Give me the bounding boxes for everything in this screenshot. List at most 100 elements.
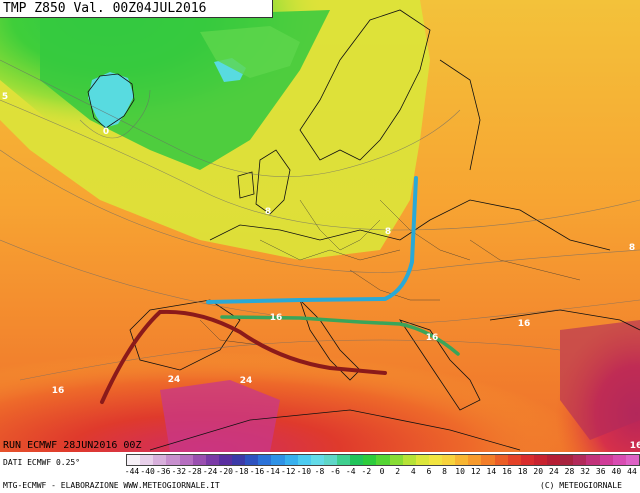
legend-swatch xyxy=(218,455,232,465)
contour-label-24-africa: 24 xyxy=(240,376,253,386)
legend-swatch xyxy=(586,455,600,465)
legend-swatch xyxy=(573,455,587,465)
legend-swatch xyxy=(350,455,364,465)
color-legend-bar xyxy=(126,454,640,466)
contour-label-0-iceland: 0 xyxy=(103,127,109,137)
legend-swatch xyxy=(284,455,298,465)
legend-label: -8 xyxy=(314,467,325,476)
legend-swatch xyxy=(415,455,429,465)
legend-swatch xyxy=(507,455,521,465)
green-front-line xyxy=(220,315,460,356)
borders xyxy=(199,199,581,346)
legend-label: 12 xyxy=(470,467,481,476)
temperature-map: 0 5 8 8 8 16 16 16 16 16 24 24 xyxy=(0,0,640,452)
legend-label: 10 xyxy=(455,467,465,476)
legend-label: -24 xyxy=(202,467,218,476)
legend-swatch xyxy=(547,455,561,465)
legend-swatch xyxy=(297,455,311,465)
legend-label: 16 xyxy=(502,467,512,476)
legend-label: -12 xyxy=(281,467,296,476)
light-green-blob xyxy=(200,26,300,78)
legend-swatch xyxy=(166,455,180,465)
legend-swatch xyxy=(337,455,351,465)
legend-swatch xyxy=(455,455,469,465)
legend-label: -10 xyxy=(296,467,312,476)
map-title: TMP Z850 Val. 00Z04JUL2016 xyxy=(3,1,207,16)
legend-label: -2 xyxy=(361,467,372,476)
legend-swatch xyxy=(560,455,574,465)
color-legend-labels: -44 -40 -36 -32 -28 -24 -20 -18 -16 -14 -12 -10 -8 -6… xyxy=(124,467,640,478)
legend-label: -28 xyxy=(187,467,202,476)
legend-swatch xyxy=(245,455,259,465)
legend-label: 2 xyxy=(395,467,401,476)
legend-label: 18 xyxy=(517,467,528,476)
legend-swatch xyxy=(533,455,547,465)
legend-swatch xyxy=(402,455,416,465)
legend-swatch xyxy=(140,455,154,465)
legend-swatch xyxy=(363,455,377,465)
legend-label: -16 xyxy=(249,467,265,476)
legend-swatch xyxy=(625,455,639,465)
legend-label: 44 xyxy=(627,467,637,476)
run-info: RUN ECMWF 28JUN2016 00Z xyxy=(3,440,142,451)
legend-label: 28 xyxy=(564,467,575,476)
legend-swatch xyxy=(179,455,193,465)
legend-label: -6 xyxy=(330,467,340,476)
title-box: TMP Z850 Val. 00Z04JUL2016 xyxy=(0,0,273,18)
legend-swatch xyxy=(599,455,613,465)
contour-labels: 0 5 8 8 8 16 16 16 16 16 24 24 xyxy=(2,92,640,451)
legend-label: 6 xyxy=(426,467,432,476)
contour-label-8-uk: 8 xyxy=(385,227,391,237)
legend-swatch xyxy=(205,455,219,465)
contour-label-16-balkans: 16 xyxy=(426,333,439,343)
legend-label: -44 xyxy=(124,467,140,476)
credits-right: (C) METEOGIORNALE xyxy=(540,481,622,490)
contour-label-5-atlantic: 5 xyxy=(2,92,8,102)
cyan-iceland xyxy=(88,72,134,128)
legend-swatch xyxy=(494,455,508,465)
legend-swatch xyxy=(192,455,206,465)
contour-label-8-scandinavia: 8 xyxy=(265,207,271,217)
blue-front-line xyxy=(206,176,418,304)
data-info: DATI ECMWF 0.25° xyxy=(3,458,81,467)
legend-label: -32 xyxy=(171,467,187,476)
legend-swatch xyxy=(520,455,534,465)
legend-label: 0 xyxy=(379,467,385,476)
legend-swatch xyxy=(232,455,246,465)
legend-label: 32 xyxy=(580,467,590,476)
legend-swatch xyxy=(481,455,495,465)
legend-label: 24 xyxy=(549,467,559,476)
legend-swatch xyxy=(127,455,141,465)
credits-left: MTG-ECMWF - ELABORAZIONE WWW.METEOGIORNA… xyxy=(3,481,220,490)
contour-label-8-europe: 8 xyxy=(629,243,635,253)
legend-label: -40 xyxy=(140,467,155,476)
legend-label: -14 xyxy=(265,467,280,476)
legend-label: 20 xyxy=(533,467,544,476)
legend-swatch xyxy=(468,455,482,465)
legend-label: -4 xyxy=(345,467,356,476)
legend-swatch xyxy=(258,455,272,465)
magenta-core xyxy=(160,380,280,452)
legend-swatch xyxy=(310,455,324,465)
legend-label: 8 xyxy=(442,467,447,476)
legend-swatch xyxy=(442,455,456,465)
legend-swatch xyxy=(271,455,285,465)
legend-swatch xyxy=(153,455,167,465)
contour-label-16-east: 16 xyxy=(630,441,640,451)
legend-label: 14 xyxy=(486,467,497,476)
legend-label: 36 xyxy=(595,467,606,476)
legend-label: -20 xyxy=(218,467,233,476)
legend-swatch xyxy=(389,455,403,465)
legend-label: 4 xyxy=(410,467,416,476)
legend-label: -18 xyxy=(234,467,249,476)
magenta-east xyxy=(560,320,640,440)
darkred-front-line xyxy=(100,309,387,404)
contour-label-16-turkey: 16 xyxy=(518,319,531,329)
contour-label-16-iberia: 16 xyxy=(52,386,65,396)
contour-label-16-alps: 16 xyxy=(270,313,283,323)
legend-label: 40 xyxy=(611,467,622,476)
legend-swatch xyxy=(612,455,626,465)
legend-swatch xyxy=(376,455,390,465)
legend-swatch xyxy=(428,455,442,465)
legend-swatch xyxy=(323,455,337,465)
